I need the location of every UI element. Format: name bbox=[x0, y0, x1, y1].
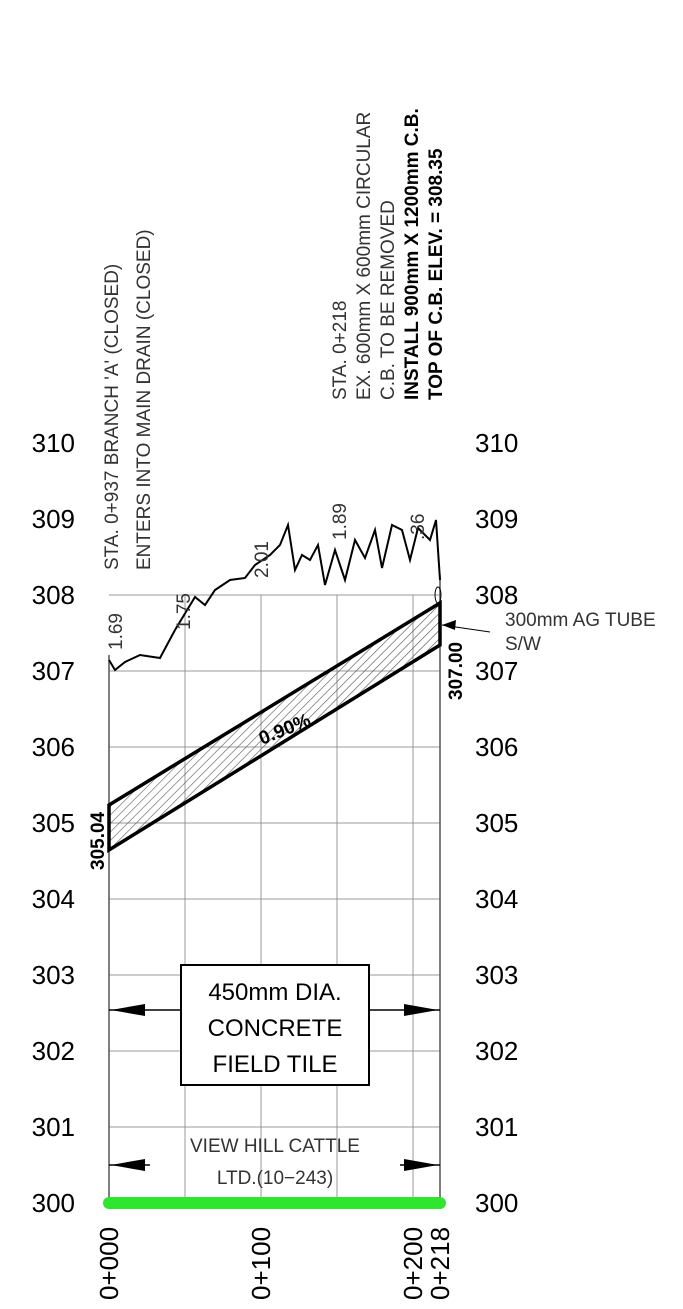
pipe-box bbox=[180, 964, 370, 1086]
ground-profile bbox=[108, 519, 441, 672]
right-note: TOP OF C.B. ELEV. = 308.35 bbox=[426, 148, 447, 400]
elevation-label: 308 bbox=[32, 580, 75, 610]
invert-label: 305.04 bbox=[88, 811, 109, 870]
owner-text: LTD.(10−243) bbox=[217, 1168, 333, 1189]
pipe-box-text: FIELD TILE bbox=[213, 1051, 338, 1078]
elevation-label: 310 bbox=[32, 428, 75, 458]
leader-arrow bbox=[442, 620, 456, 630]
invert-label: 307.00 bbox=[446, 642, 467, 700]
elevation-label: 306 bbox=[475, 732, 518, 762]
elevation-label: 305 bbox=[475, 808, 518, 838]
arrow-head bbox=[111, 1004, 145, 1016]
station-label: 0+100 bbox=[246, 1227, 276, 1300]
elevation-label: 300 bbox=[475, 1188, 518, 1218]
left-note: STA. 0+937 BRANCH 'A' (CLOSED) bbox=[102, 264, 123, 570]
right-note: EX. 600mm X 600mm CIRCULAR bbox=[354, 112, 375, 400]
elevation-label: 304 bbox=[475, 884, 518, 914]
ground-label: 1.89 bbox=[330, 503, 351, 540]
ground-label: 1.75 bbox=[174, 593, 195, 630]
right-note: INSTALL 900mm X 1200mm C.B. bbox=[402, 108, 423, 400]
elevation-label: 303 bbox=[475, 960, 518, 990]
elevation-label: 301 bbox=[475, 1112, 518, 1142]
elevation-label: 307 bbox=[475, 656, 518, 686]
ground-label: 2.01 bbox=[252, 541, 273, 578]
elevation-label: 306 bbox=[32, 732, 75, 762]
elevation-label: 305 bbox=[32, 808, 75, 838]
elevation-label: 302 bbox=[475, 1036, 518, 1066]
station-label: 0+200 bbox=[398, 1227, 428, 1300]
owner-text: VIEW HILL CATTLE bbox=[190, 1136, 360, 1157]
pipe-box-text: 450mm DIA. bbox=[208, 979, 341, 1006]
arrow-head bbox=[404, 1159, 438, 1171]
pipe-box-text: CONCRETE bbox=[208, 1015, 343, 1042]
right-note: STA. 0+218 bbox=[330, 301, 351, 400]
elevation-label: 308 bbox=[475, 580, 518, 610]
pipe bbox=[107, 599, 442, 854]
elevation-label: 310 bbox=[475, 428, 518, 458]
elevation-label: 301 bbox=[32, 1112, 75, 1142]
left-note: ENTERS INTO MAIN DRAIN (CLOSED) bbox=[134, 229, 155, 570]
ag-tube-label: S/W bbox=[505, 634, 541, 655]
arrow-head bbox=[404, 1004, 438, 1016]
grid bbox=[109, 594, 440, 1204]
station-label: 0+218 bbox=[425, 1227, 455, 1300]
elevation-label: 303 bbox=[32, 960, 75, 990]
elevation-label: 309 bbox=[475, 504, 518, 534]
ground-label: .36 bbox=[408, 514, 429, 540]
ag-tube-label: 300mm AG TUBE bbox=[505, 610, 656, 631]
ground-label: 1.69 bbox=[106, 613, 127, 650]
right-note: C.B. TO BE REMOVED bbox=[378, 200, 399, 400]
elevation-label: 309 bbox=[32, 504, 75, 534]
elevation-label: 300 bbox=[32, 1188, 75, 1218]
station-label: 0+000 bbox=[94, 1227, 124, 1300]
elevation-label: 304 bbox=[32, 884, 75, 914]
elevation-label: 302 bbox=[32, 1036, 75, 1066]
arrow-head bbox=[111, 1159, 145, 1171]
ag-tube-mark bbox=[434, 586, 442, 604]
elevation-label: 307 bbox=[32, 656, 75, 686]
